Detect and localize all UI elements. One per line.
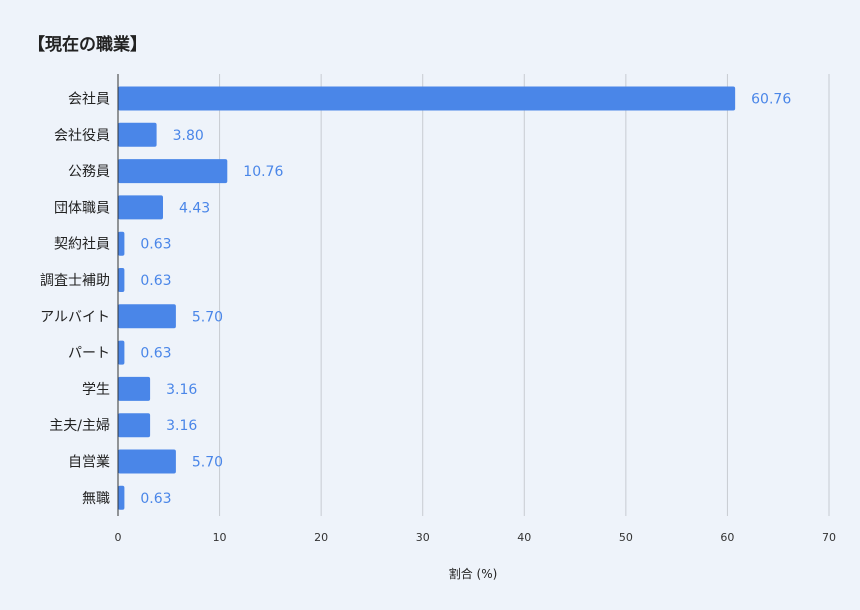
bar — [118, 86, 736, 111]
category-label: 自営業 — [68, 455, 110, 471]
category-label: 会社役員 — [54, 128, 110, 144]
value-label: 3.80 — [173, 128, 204, 144]
category-label: 学生 — [82, 382, 110, 398]
value-label: 0.63 — [140, 346, 171, 362]
value-label: 0.63 — [140, 273, 171, 289]
x-tick-label: 40 — [517, 531, 531, 544]
category-label: 会社員 — [68, 92, 110, 108]
x-tick-label: 0 — [115, 531, 122, 544]
category-label: パート — [68, 346, 110, 362]
x-tick-labels: 0 10 20 30 40 50 60 70 — [115, 531, 837, 544]
x-tick-label: 60 — [720, 531, 734, 544]
value-label: 0.63 — [140, 491, 171, 507]
category-label: 公務員 — [68, 164, 110, 180]
category-label: 調査士補助 — [40, 273, 110, 289]
category-label: アルバイト — [40, 309, 110, 325]
x-tick-label: 50 — [619, 531, 633, 544]
x-tick-label: 10 — [213, 531, 227, 544]
category-label: 無職 — [82, 491, 110, 507]
bar — [118, 268, 125, 292]
x-tick-label: 70 — [822, 531, 836, 544]
x-axis-label: 割合 (%) — [449, 566, 498, 581]
value-label: 3.16 — [166, 418, 197, 434]
category-label: 団体職員 — [54, 200, 110, 216]
category-labels: 会社員会社役員公務員団体職員契約社員調査士補助アルバイトパート学生主夫/主婦自営… — [40, 92, 110, 507]
bar — [118, 340, 125, 365]
bar — [118, 304, 176, 329]
bar — [118, 195, 163, 220]
value-label: 0.63 — [140, 237, 171, 253]
value-label: 60.76 — [751, 92, 791, 108]
value-label: 4.43 — [179, 200, 210, 216]
bar — [118, 231, 125, 256]
value-label: 5.70 — [192, 455, 223, 471]
category-label: 契約社員 — [54, 237, 110, 253]
value-label: 10.76 — [243, 164, 283, 180]
category-label: 主夫/主婦 — [49, 417, 110, 434]
bar — [118, 449, 176, 474]
bar — [118, 122, 157, 147]
value-labels: 60.76 3.80 10.76 4.43 0.63 0.63 5.70 0.63 3.16 3.… — [140, 92, 791, 507]
bar — [118, 413, 151, 438]
bar — [118, 376, 151, 401]
value-label: 3.16 — [166, 382, 197, 398]
x-tick-label: 20 — [314, 531, 328, 544]
x-tick-label: 30 — [416, 531, 430, 544]
bar — [118, 485, 125, 510]
bars — [118, 86, 736, 510]
chart-title: 【現在の職業】 — [28, 34, 147, 55]
bar — [118, 159, 228, 184]
value-label: 5.70 — [192, 309, 223, 325]
grid-lines — [219, 74, 830, 516]
